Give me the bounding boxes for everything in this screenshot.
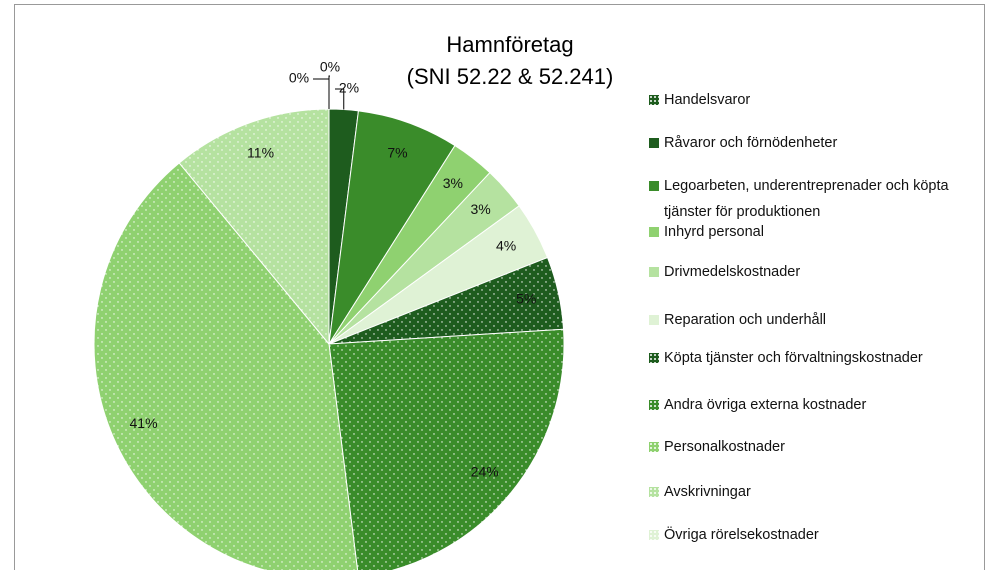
legend-label: Andra övriga externa kostnader xyxy=(664,397,867,413)
legend-swatch xyxy=(649,353,659,363)
legend-label: Personalkostnader xyxy=(664,439,785,455)
legend-label: Reparation och underhåll xyxy=(664,312,827,328)
legend-swatch xyxy=(649,95,659,105)
chart-subtitle: (SNI 52.22 & 52.241) xyxy=(407,64,614,89)
data-label: 0% xyxy=(320,59,340,75)
legend-swatch xyxy=(649,487,659,497)
legend-swatch xyxy=(649,400,659,410)
leader-line xyxy=(313,78,330,109)
legend-label: Avskrivningar xyxy=(664,484,751,500)
legend-label: Handelsvaror xyxy=(664,92,751,108)
legend-swatch xyxy=(649,138,659,148)
legend-label: Övriga rörelsekostnader xyxy=(664,527,819,543)
data-label: 4% xyxy=(496,237,516,253)
pie-slice xyxy=(93,162,359,570)
legend-swatch xyxy=(649,267,659,277)
legend-label: Inhyrd personal xyxy=(664,224,764,240)
pie-slice xyxy=(328,110,456,345)
data-label: 3% xyxy=(470,201,490,217)
pie-slice xyxy=(328,328,565,570)
legend-swatch xyxy=(649,227,659,237)
data-label: 41% xyxy=(130,415,158,431)
data-label: 11% xyxy=(247,145,274,161)
legend-swatch xyxy=(649,181,659,191)
frame xyxy=(14,4,985,570)
data-label: 7% xyxy=(387,145,407,161)
data-label: 5% xyxy=(516,291,536,307)
legend-swatch xyxy=(649,315,659,325)
pie-slice xyxy=(178,108,330,346)
legend-label: Råvaror och förnödenheter xyxy=(664,135,838,151)
legend-swatch xyxy=(649,442,659,452)
legend-swatch xyxy=(649,530,659,540)
leader-line xyxy=(335,88,345,110)
data-label: 0% xyxy=(289,70,309,86)
legend-label: Köpta tjänster och förvaltningskostnader xyxy=(664,350,923,366)
legend-label: Legoarbeten, underentreprenader och köpt… xyxy=(664,178,949,220)
data-label: 2% xyxy=(339,80,359,96)
chart-title: Hamnföretag xyxy=(446,32,573,57)
data-label: 24% xyxy=(471,464,499,480)
data-label: 3% xyxy=(443,175,463,191)
legend-label: Drivmedelskostnader xyxy=(664,264,801,280)
